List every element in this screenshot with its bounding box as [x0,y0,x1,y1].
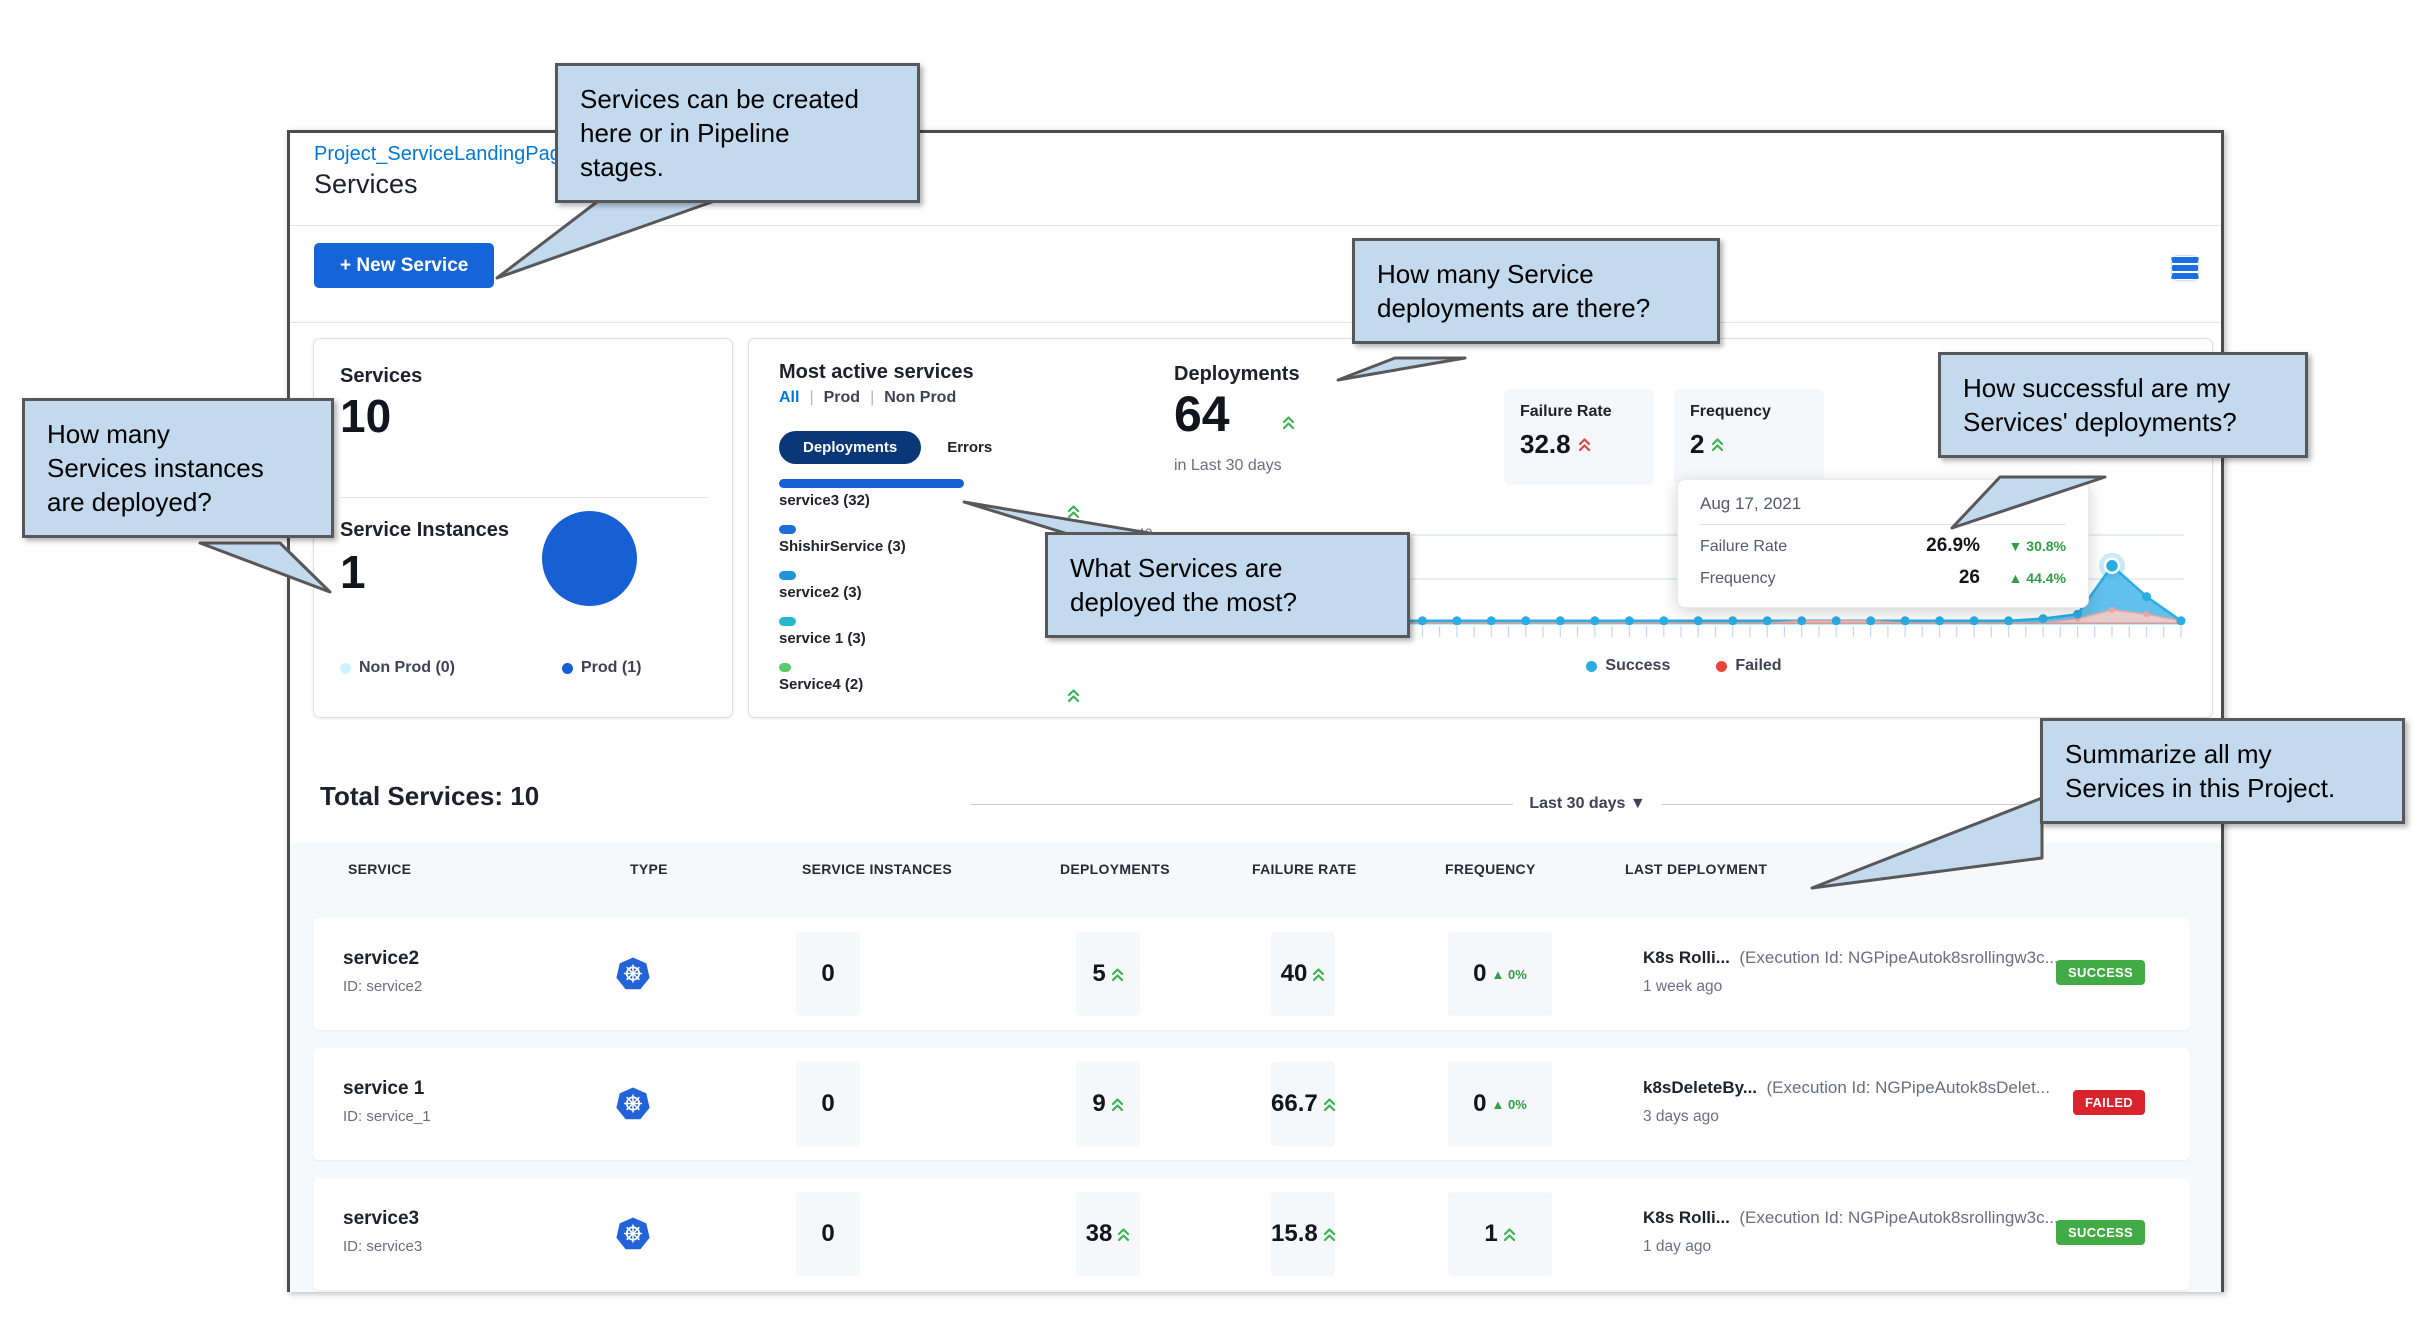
trend-up-icon [1282,416,1295,430]
callout-instances: How many Services instances are deployed… [22,398,334,538]
trend-up-icon [1111,967,1123,981]
bar-item[interactable]: ShishirService (3) [779,525,1139,571]
most-active-title: Most active services [779,361,974,383]
deployments-cell: 9 [1076,1062,1140,1146]
filter-prod[interactable]: Prod [823,389,861,406]
services-summary-card: Services 10 Service Instances 1 Non Prod… [313,338,733,718]
deployments-subtitle: in Last 30 days [1174,457,1282,474]
failure-rate-box: Failure Rate 32.8 [1504,389,1654,485]
callout-most-deployed: What Services are deployed the most? [1045,532,1410,638]
legend-non-prod: Non Prod (0) [340,659,455,677]
service-bar [779,525,796,534]
frequency-cell: 0 ▲ 0% [1448,1062,1552,1146]
service-bar [779,571,796,580]
legend-failed: Failed [1716,657,1782,675]
callout-summarize: Summarize all my Services in this Projec… [2040,718,2405,824]
services-dashboard-window: Project_ServiceLandingPag Services + New… [287,130,2224,1292]
col-type: TYPE [630,861,668,877]
instances-cell: 0 [796,932,860,1016]
deployments-cell: 5 [1076,932,1140,1016]
legend-prod: Prod (1) [562,659,641,677]
bar-item[interactable]: service2 (3) [779,571,1139,617]
instances-pie-chart [542,511,637,606]
filter-non-prod[interactable]: Non Prod [884,389,957,406]
caret-down-icon: ▼ [1629,795,1646,812]
service-bar [779,479,964,488]
bar-item[interactable]: service 1 (3) [779,617,1139,663]
kubernetes-icon [616,1217,650,1251]
breadcrumb[interactable]: Project_ServiceLandingPag [314,143,561,165]
col-frequency: FREQUENCY [1445,861,1536,877]
toggle-errors[interactable]: Errors [947,439,993,456]
status-badge: SUCCESS [2056,960,2145,985]
card-view-icon[interactable] [2171,255,2199,281]
prod-dot-icon [562,662,573,674]
callout-deployments: How many Service deployments are there? [1352,238,1720,344]
success-dot-icon [1586,660,1598,672]
toolbar-divider [290,322,2221,323]
instances-cell: 0 [796,1062,860,1146]
failure-rate-cell: 15.8 [1271,1192,1335,1276]
most-active-bar-list: service3 (32) ShishirService (3) service… [779,479,1139,709]
callout-new-service: Services can be created here or in Pipel… [555,63,920,203]
kubernetes-icon [616,1087,650,1121]
non-prod-dot-icon [340,662,351,674]
callout-successful: How successful are my Services' deployme… [1938,352,2308,458]
trend-up-icon [1118,1227,1130,1241]
status-badge: SUCCESS [2056,1220,2145,1245]
col-last-deployment: LAST DEPLOYMENT [1625,861,1768,877]
trend-up-icon [1503,1227,1515,1241]
service-bar [779,617,796,626]
page-title: Services [314,169,418,199]
failed-dot-icon [1716,660,1728,672]
legend-success: Success [1586,657,1670,675]
bar-item[interactable]: Service4 (2) [779,663,1139,709]
services-count-label: Services [340,365,423,387]
col-failure-rate: FAILURE RATE [1252,861,1357,877]
trend-up-red-icon [1578,438,1590,452]
chart-tooltip: Aug 17, 2021 Failure Rate 26.9% ▼ 30.8% … [1677,479,2089,608]
tooltip-date: Aug 17, 2021 [1700,494,2066,525]
col-deployments: DEPLOYMENTS [1060,861,1170,877]
services-table: SERVICE TYPE SERVICE INSTANCES DEPLOYMEN… [290,843,2221,1292]
frequency-box: Frequency 2 [1674,389,1824,485]
frequency-cell: 0 ▲ 0% [1448,932,1552,1016]
trend-up-icon [1067,689,1080,703]
failure-rate-cell: 66.7 [1271,1062,1335,1146]
table-row[interactable]: service2 ID: service2 0 5 40 0 ▲ 0% K8s … [313,918,2190,1030]
instances-cell: 0 [796,1192,860,1276]
trend-up-icon [1712,438,1724,452]
table-row[interactable]: service3 ID: service3 0 38 15.8 1 K8s Ro… [313,1178,2190,1290]
trend-up-icon [1067,505,1080,519]
header-divider [290,225,2221,226]
col-service-instances: SERVICE INSTANCES [802,861,953,877]
deployments-total: 64 [1174,386,1230,442]
service-instances-value: 1 [340,546,366,598]
filter-all[interactable]: All [779,389,800,406]
kubernetes-icon [616,957,650,991]
total-services-label: Total Services: 10 [320,781,540,811]
new-service-button[interactable]: + New Service [314,243,495,288]
table-row[interactable]: service 1 ID: service_1 0 9 66.7 0 ▲ 0% … [313,1048,2190,1160]
trend-up-icon [1313,967,1325,981]
trend-up-icon [1323,1097,1335,1111]
frequency-cell: 1 [1448,1192,1552,1276]
service-bar [779,663,791,672]
col-service: SERVICE [348,861,412,877]
deployments-title: Deployments [1174,363,1300,385]
time-range-dropdown[interactable]: Last 30 days ▼ [1529,795,1646,812]
deployments-cell: 38 [1076,1192,1140,1276]
trend-up-icon [1323,1227,1335,1241]
service-instances-label: Service Instances [340,519,509,541]
status-badge: FAILED [2072,1090,2145,1115]
bar-item[interactable]: service3 (32) [779,479,1139,525]
toggle-deployments[interactable]: Deployments [779,431,922,464]
failure-rate-cell: 40 [1271,932,1335,1016]
services-count-value: 10 [340,390,392,442]
trend-up-icon [1111,1097,1123,1111]
